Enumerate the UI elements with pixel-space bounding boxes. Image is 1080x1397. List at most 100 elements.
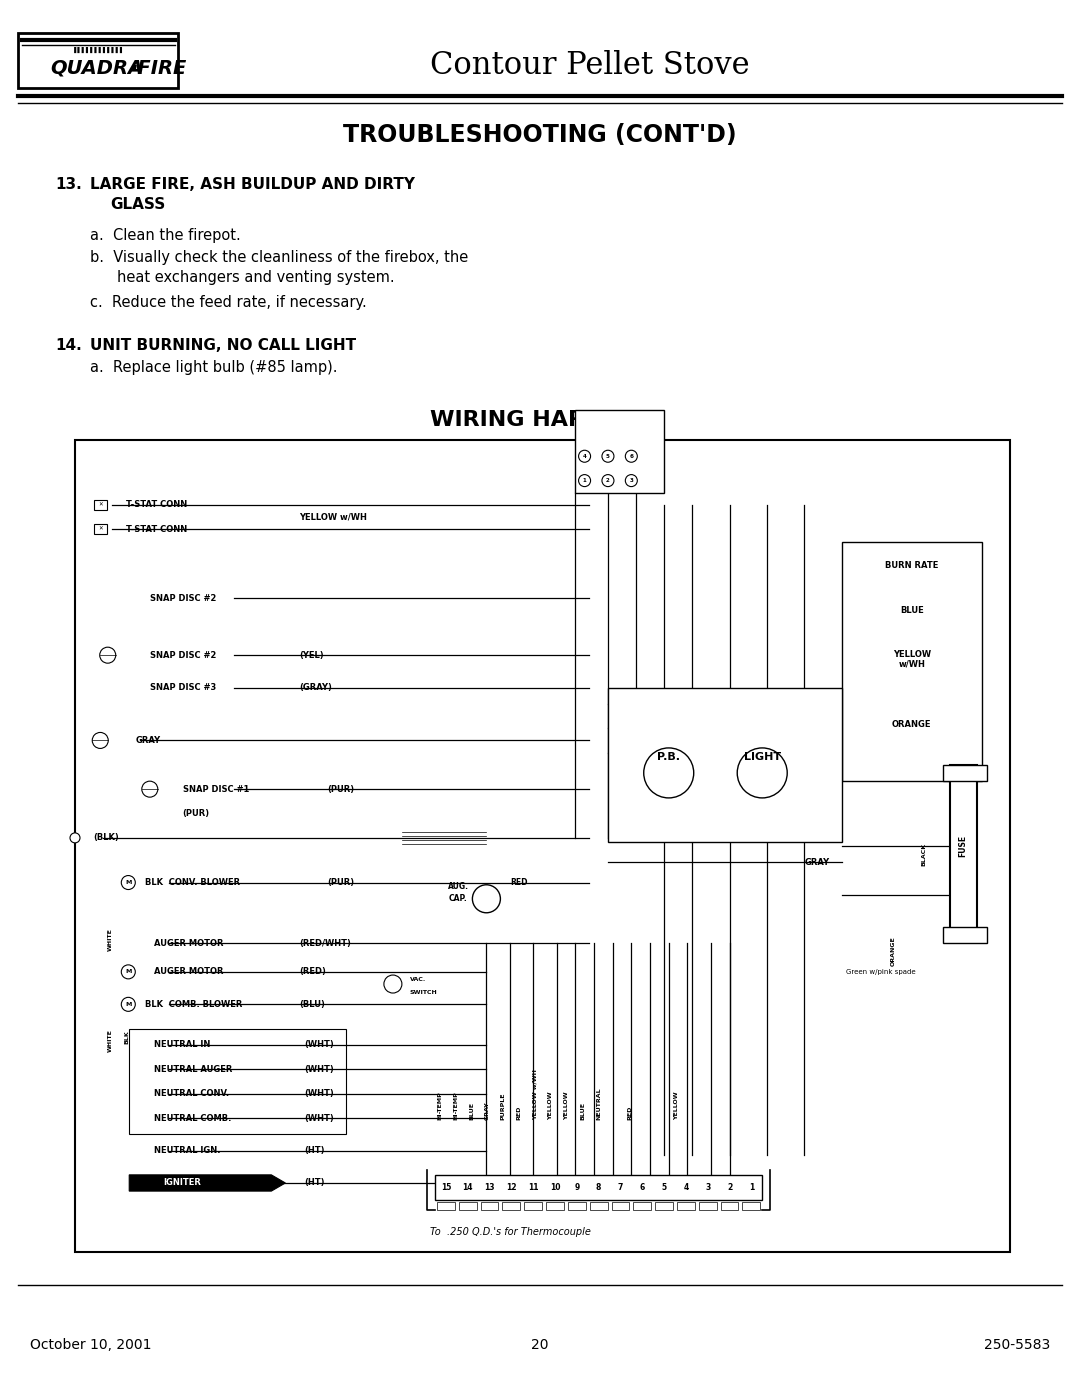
Text: (PUR): (PUR) [183,809,210,819]
Circle shape [70,833,80,842]
Text: 4: 4 [582,454,586,458]
Bar [720,1201,739,1210]
Text: SNAP DISC #2: SNAP DISC #2 [150,594,216,604]
Bar [611,1201,630,1210]
Bar [524,1201,542,1210]
Text: GLASS: GLASS [110,197,165,212]
Bar [633,1201,651,1210]
Circle shape [92,732,108,749]
Text: October 10, 2001: October 10, 2001 [30,1338,151,1352]
Bar [94,500,107,510]
Text: (WHT): (WHT) [305,1065,334,1074]
Bar [459,1201,476,1210]
Text: 3: 3 [705,1183,711,1192]
Text: 6: 6 [639,1183,645,1192]
Circle shape [602,475,613,486]
Text: TROUBLESHOOTING (CONT'D): TROUBLESHOOTING (CONT'D) [343,123,737,147]
Text: To  .250 Q.D.'s for Thermocouple: To .250 Q.D.'s for Thermocouple [430,1227,591,1236]
Text: ✕: ✕ [98,527,103,532]
Text: (WHT): (WHT) [305,1113,334,1123]
Text: M: M [125,880,132,886]
Bar [943,928,987,943]
Text: ▐▐▐▐▐▐▐▐▐▐▐▐: ▐▐▐▐▐▐▐▐▐▐▐▐ [71,47,122,53]
Text: RED: RED [516,1105,522,1120]
Text: c.  Reduce the feed rate, if necessary.: c. Reduce the feed rate, if necessary. [90,295,367,310]
Text: T-STAT CONN: T-STAT CONN [126,525,188,534]
Circle shape [625,450,637,462]
Text: 4: 4 [684,1183,688,1192]
Text: a.  Clean the firepot.: a. Clean the firepot. [90,228,241,243]
Text: HI-TEMP: HI-TEMP [437,1091,442,1120]
Text: LARGE FIRE, ASH BUILDUP AND DIRTY: LARGE FIRE, ASH BUILDUP AND DIRTY [90,177,415,191]
Text: 14: 14 [462,1183,473,1192]
Text: (BLU): (BLU) [299,1000,325,1009]
Bar [590,1201,608,1210]
Bar [481,1201,499,1210]
Circle shape [625,475,637,486]
Text: (PUR): (PUR) [327,879,354,887]
Text: BLK  CONV. BLOWER: BLK CONV. BLOWER [145,879,240,887]
Bar [742,1201,760,1210]
Text: VAC.: VAC. [409,978,426,982]
Bar [576,409,664,493]
Text: 7: 7 [618,1183,623,1192]
Text: ORANGE: ORANGE [891,936,895,967]
Bar [94,524,107,534]
Circle shape [383,975,402,993]
Text: (BLK): (BLK) [94,834,120,842]
Text: NEUTRAL IGN.: NEUTRAL IGN. [154,1146,221,1155]
Text: (HT): (HT) [305,1179,325,1187]
Circle shape [738,747,787,798]
Text: M: M [125,970,132,974]
Text: (WHT): (WHT) [305,1090,334,1098]
Polygon shape [130,1175,285,1192]
Text: BURN RATE: BURN RATE [886,562,939,570]
Bar [608,687,841,842]
Circle shape [141,781,158,798]
Text: SNAP DISC #2: SNAP DISC #2 [150,651,216,659]
Circle shape [602,450,613,462]
Text: P.B.: P.B. [658,752,680,761]
Text: (RED): (RED) [299,967,326,977]
Text: HI-TEMP: HI-TEMP [453,1091,458,1120]
Text: ORANGE: ORANGE [892,719,932,729]
Text: b.  Visually check the cleanliness of the firebox, the: b. Visually check the cleanliness of the… [90,250,469,265]
Bar [130,1028,347,1134]
Text: T-STAT CONN: T-STAT CONN [126,500,188,510]
Bar [568,1201,585,1210]
Text: YELLOW: YELLOW [565,1091,569,1120]
Text: (WHT): (WHT) [305,1041,334,1049]
Circle shape [579,475,591,486]
Text: NEUTRAL IN: NEUTRAL IN [154,1041,211,1049]
Circle shape [99,647,116,664]
Text: AUG.: AUG. [448,882,469,891]
Text: 12: 12 [507,1183,516,1192]
Text: 1: 1 [748,1183,754,1192]
Text: 13: 13 [484,1183,495,1192]
Circle shape [121,997,135,1011]
Text: BLUE: BLUE [469,1102,474,1120]
Text: NEUTRAL CONV.: NEUTRAL CONV. [154,1090,230,1098]
Text: NEUTRAL: NEUTRAL [596,1087,602,1120]
Text: YELLOW w/WH: YELLOW w/WH [532,1069,538,1120]
Text: 5: 5 [661,1183,666,1192]
Text: Green w/pink spade: Green w/pink spade [847,970,916,975]
Bar [950,764,977,932]
Circle shape [579,450,591,462]
Text: ·FIRE: ·FIRE [130,59,187,77]
Text: (YEL): (YEL) [299,651,324,659]
Circle shape [121,965,135,979]
Text: 15: 15 [441,1183,451,1192]
Text: GRAY: GRAY [805,858,829,866]
Text: AUGER MOTOR: AUGER MOTOR [154,967,224,977]
Text: SNAP DISC #3: SNAP DISC #3 [150,683,216,692]
Text: (HT): (HT) [305,1146,325,1155]
Bar [656,1201,673,1210]
Text: RED: RED [627,1105,632,1120]
Text: 250-5583: 250-5583 [984,1338,1050,1352]
Text: 9: 9 [575,1183,579,1192]
Text: Contour Pellet Stove: Contour Pellet Stove [430,49,750,81]
Text: (PUR): (PUR) [327,785,354,793]
Text: 10: 10 [550,1183,561,1192]
Text: 3: 3 [630,478,633,483]
